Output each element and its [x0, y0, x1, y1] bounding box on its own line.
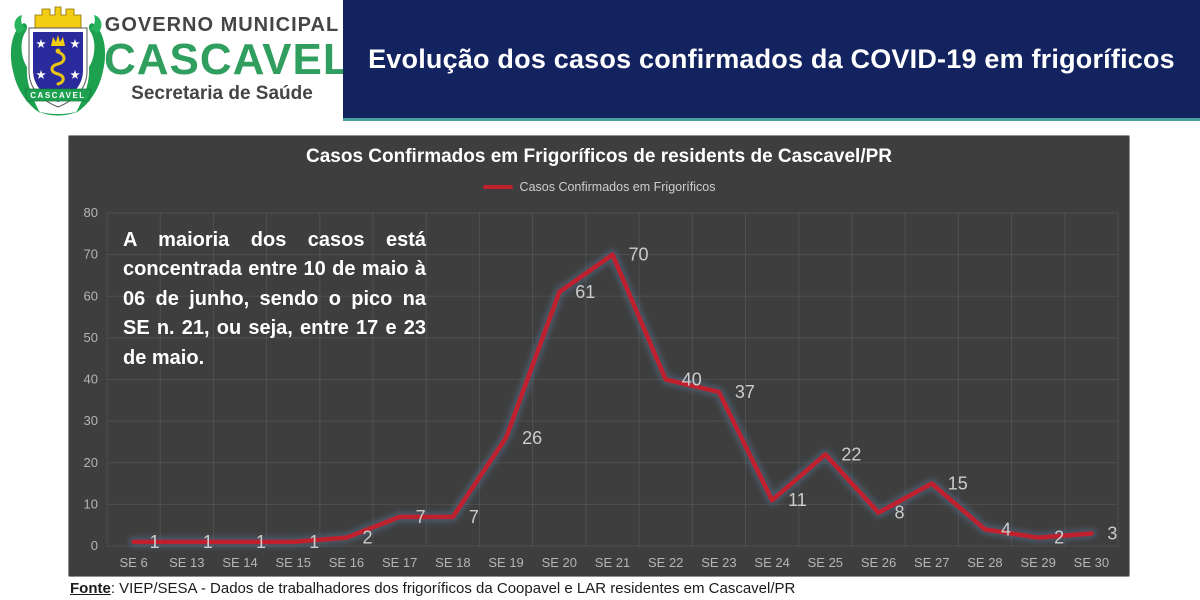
x-axis-tick-label: SE 16 — [329, 555, 364, 570]
data-point-label: 26 — [522, 428, 542, 448]
y-axis-tick-label: 70 — [84, 247, 98, 262]
data-point-label: 61 — [575, 282, 595, 302]
x-axis-tick-label: SE 17 — [382, 555, 417, 570]
laurel-ribbons-icon — [10, 15, 106, 116]
org-city-name: CASCAVEL — [104, 35, 351, 84]
data-point-label: 1 — [150, 532, 160, 552]
page-title: Evolução dos casos confirmados da COVID-… — [368, 43, 1175, 74]
x-axis-tick-label: SE 15 — [276, 555, 311, 570]
line-chart: 0 10 20 30 40 50 60 70 80 SE 6 SE 13 SE 14 SE 15 SE 1… — [84, 205, 1119, 570]
x-axis-tick-label: SE 22 — [648, 555, 683, 570]
data-point-label: 11 — [788, 490, 807, 510]
logo-banner-text: CASCAVEL — [30, 91, 85, 100]
data-point-label: 2 — [362, 528, 372, 548]
star-icon — [70, 39, 80, 48]
data-point-label: 7 — [469, 507, 479, 527]
org-block: GOVERNO MUNICIPAL CASCAVEL Secretaria de… — [104, 14, 351, 105]
x-axis-tick-label: SE 6 — [120, 555, 148, 570]
x-axis-tick-label: SE 27 — [914, 555, 949, 570]
y-axis-tick-label: 80 — [84, 205, 98, 220]
star-icon — [36, 70, 46, 79]
x-axis-tick-label: SE 14 — [222, 555, 257, 570]
star-icon — [36, 39, 46, 48]
org-government-label: GOVERNO MUNICIPAL — [104, 14, 340, 36]
x-axis-tick-label: SE 25 — [808, 555, 843, 570]
data-point-label: 70 — [629, 245, 649, 265]
chart-card: 0 10 20 30 40 50 60 70 80 SE 6 SE 13 SE 14 SE 15 SE 1… — [68, 135, 1130, 577]
data-point-label: 15 — [948, 474, 968, 494]
x-axis-tick-label: SE 21 — [595, 555, 630, 570]
source-label: Fonte — [70, 580, 111, 597]
org-department-label: Secretaria de Saúde — [131, 83, 313, 105]
x-axis-tick-label: SE 28 — [967, 555, 1002, 570]
source-text: : VIEP/SESA - Dados de trabalhadores dos… — [110, 580, 796, 597]
data-point-label: 40 — [682, 370, 702, 390]
series-line — [131, 252, 1094, 545]
data-point-label: 4 — [1001, 519, 1011, 539]
y-axis-tick-label: 0 — [91, 538, 98, 553]
data-point-label: 22 — [841, 444, 861, 464]
y-axis-tick-label: 30 — [84, 413, 98, 428]
shield-icon — [28, 27, 88, 108]
source-note: Fonte: VIEP/SESA - Dados de trabalhadore… — [70, 580, 795, 597]
small-crown-icon — [51, 35, 65, 46]
x-axis-tick-label: SE 29 — [1020, 555, 1055, 570]
chart-annotation: A maioria dos casos está concentrada ent… — [123, 229, 426, 369]
header-left: CASCAVEL GOVERNO MUNICIPAL CASCAVEL Secr… — [0, 0, 351, 125]
data-point-label: 1 — [256, 532, 266, 552]
y-axis-tick-label: 20 — [84, 455, 98, 470]
chart-title: Casos Confirmados em Frigoríficos de res… — [305, 146, 893, 167]
y-axis-tick-label: 10 — [84, 496, 98, 511]
y-axis-tick-label: 60 — [84, 288, 98, 303]
x-axis-tick-label: SE 19 — [488, 555, 523, 570]
x-axis-tick-label: SE 23 — [701, 555, 736, 570]
x-axis-tick-label: SE 13 — [169, 555, 204, 570]
cascavel-coat-of-arms-logo: CASCAVEL — [10, 6, 106, 116]
title-banner: Evolução dos casos confirmados da COVID-… — [343, 0, 1200, 121]
star-icon — [70, 70, 80, 79]
data-point-label: 1 — [203, 532, 213, 552]
legend-label: Casos Confirmados em Frigoríficos — [519, 180, 716, 194]
data-point-label: 2 — [1054, 528, 1064, 548]
x-axis-tick-label: SE 20 — [542, 555, 577, 570]
legend-line-marker-icon — [482, 185, 513, 189]
data-point-label: 3 — [1107, 524, 1117, 544]
data-point-label: 1 — [309, 532, 319, 552]
y-axis-tick-label: 40 — [84, 372, 98, 387]
logo-name-ribbon: CASCAVEL — [24, 88, 92, 102]
data-point-label: 7 — [416, 507, 426, 527]
y-axis-tick-label: 50 — [84, 330, 98, 345]
data-point-label: 8 — [895, 503, 905, 523]
x-axis-tick-label: SE 24 — [754, 555, 789, 570]
snake-icon — [50, 48, 66, 86]
data-point-label: 37 — [735, 382, 755, 402]
chart-legend: Casos Confirmados em Frigoríficos — [69, 180, 1129, 194]
x-axis-tick-label: SE 18 — [435, 555, 470, 570]
x-axis-tick-label: SE 30 — [1074, 555, 1109, 570]
x-axis-tick-label: SE 26 — [861, 555, 896, 570]
